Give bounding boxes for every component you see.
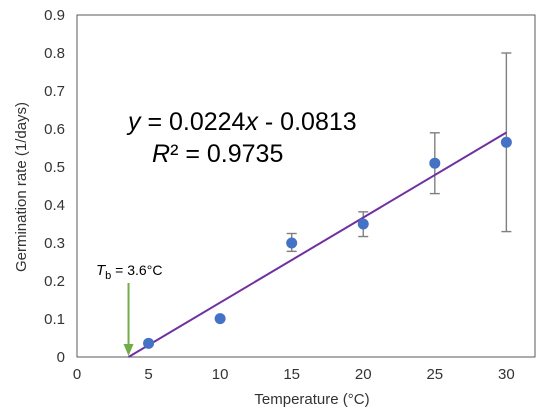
y-tick-label: 0.7 [44, 83, 65, 100]
trendline [128, 131, 507, 358]
y-tick-label: 0.6 [44, 121, 65, 138]
x-tick-label: 20 [355, 366, 372, 383]
y-tick-label: 0.5 [44, 159, 65, 176]
x-tick-label: 10 [212, 366, 229, 383]
y-tick-label: 0.9 [44, 7, 65, 24]
y-tick-label: 0.2 [44, 273, 65, 290]
regression-equation: y = 0.0224x - 0.0813 [126, 108, 357, 136]
axes [76, 14, 536, 358]
x-tick-label: 5 [144, 366, 152, 383]
data-point [429, 157, 441, 169]
data-point [286, 237, 298, 249]
arrow-head [123, 344, 134, 356]
data-point [357, 218, 369, 230]
data-points [143, 136, 512, 349]
y-tick-label: 0.8 [44, 45, 65, 62]
base-temperature-label: Tb = 3.6°C [96, 262, 162, 282]
error-bars [286, 52, 512, 253]
y-tick-label: 0.4 [44, 197, 65, 214]
x-tick-label: 25 [426, 366, 443, 383]
y-tick-label: 0.3 [44, 235, 65, 252]
y-axis-label: Germination rate (1/days) [13, 102, 30, 272]
tick-labels: 0 5 10 15 20 25 30 0 0.1 0.2 0.3 0.4 0.5 0.6 0.7 0.8 0.9 [44, 7, 515, 383]
data-point [500, 136, 512, 148]
y-tick-label: 0 [57, 349, 65, 366]
y-tick-label: 0.1 [44, 311, 65, 328]
x-axis-label: Temperature (°C) [254, 391, 369, 408]
x-tick-label: 15 [283, 366, 300, 383]
x-tick-label: 30 [498, 366, 515, 383]
x-tick-label: 0 [73, 366, 81, 383]
data-point [214, 313, 226, 325]
data-point [143, 337, 155, 349]
r-squared-label: R² = 0.9735 [152, 140, 283, 168]
plot-frame [76, 14, 536, 358]
trendline-group [128, 131, 507, 358]
base-temperature-arrow [123, 283, 134, 356]
